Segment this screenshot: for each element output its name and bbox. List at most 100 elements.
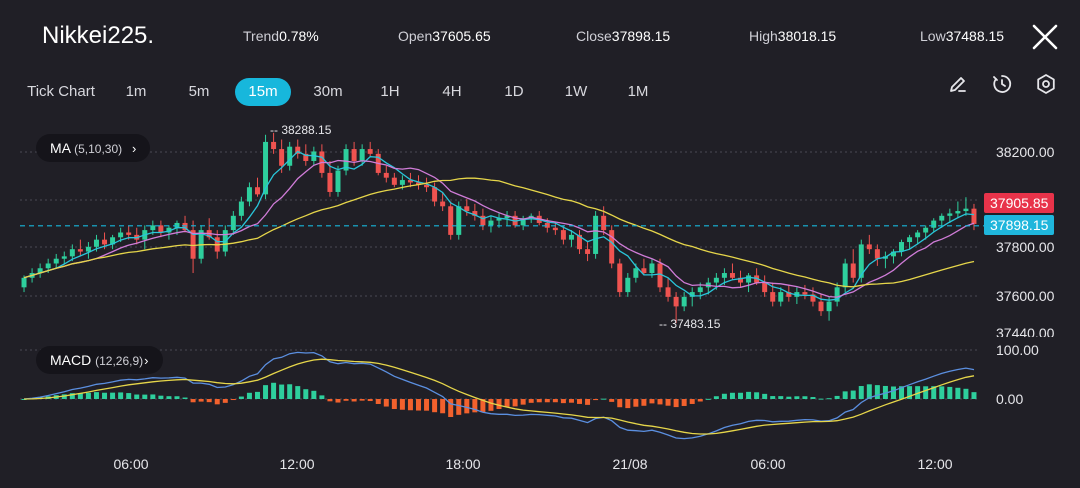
candle-body [729,273,735,278]
macd-histogram-bar [102,392,108,399]
candle-body [939,215,945,221]
ma-5-line [23,150,975,301]
price-level-37600: 37600.00 [996,288,1055,304]
candle-body [472,211,478,216]
macd-line [23,351,975,440]
clock-icon [993,75,1012,93]
candle-body [593,215,599,254]
tab-tick-chart[interactable]: Tick Chart [27,83,95,100]
macd-histogram-bar [568,399,574,403]
macd-histogram-bar [866,384,872,399]
tab-4h[interactable]: 4H [442,83,462,100]
candle-body [118,232,124,238]
macd-indicator-button[interactable]: MACD (12,26,9)› [36,346,163,374]
macd-histogram-bar [754,392,760,399]
macd-histogram-bar [263,385,269,399]
macd-histogram-bar [359,399,365,401]
candle-body [504,215,510,219]
signal-line [23,358,975,435]
ma-indicator-button[interactable]: MA (5,10,30) › [36,134,151,162]
macd-histogram-bar [238,396,244,399]
time-label-0600-b: 06:00 [750,456,786,472]
macd-histogram-bar [472,399,478,413]
close-button[interactable] [1030,22,1060,52]
macd-histogram-bar [440,399,446,414]
macd-histogram-bar [770,396,776,399]
macd-histogram-bar [762,393,768,399]
close-stat: Close37898.15 [576,28,670,44]
candle-body [907,237,913,243]
candle-body [689,292,695,297]
macd-histogram-bar [456,399,462,415]
macd-histogram-bar [899,386,905,399]
candle-body [279,149,285,166]
candle-body [407,180,413,183]
draw-tool-button[interactable] [946,72,970,96]
chevron-right-icon: › [132,141,137,156]
tab-1h[interactable]: 1H [380,83,400,100]
macd-histogram-bar [939,386,945,399]
time-label-date: 21/08 [612,456,648,472]
candle-body [544,222,550,228]
candle-body [254,187,260,195]
candle-body [915,232,921,238]
candle-body [383,172,389,178]
macd-histogram-bar [190,399,196,403]
macd-histogram-bar [729,392,735,399]
candle-body [69,249,75,257]
macd-histogram-bar [198,399,204,402]
macd-histogram-bar [601,398,607,400]
candle-body [673,296,679,307]
candle-body [568,234,574,240]
macd-histogram-bar [585,399,591,405]
close-icon [1032,24,1058,50]
ma-30-line [23,177,975,288]
candle-body [351,149,357,161]
price-level-37440: 37440.00 [996,325,1055,337]
macd-histogram-bar [528,399,534,403]
tab-5m[interactable]: 5m [188,83,210,100]
macd-histogram-bar [657,399,663,405]
candle-body [609,230,615,264]
settings-button[interactable] [1034,72,1058,96]
macd-histogram-bar [504,399,510,407]
candle-body [166,227,172,233]
tab-1d[interactable]: 1D [504,83,524,100]
macd-histogram-bar [351,399,357,402]
candle-body [416,182,421,185]
tab-30m[interactable]: 30m [313,83,343,100]
macd-histogram-bar [786,396,792,399]
candle-body [681,296,687,307]
macd-histogram-bar [206,399,212,403]
candle-body [158,225,164,233]
tab-15m[interactable]: 15m [235,78,291,106]
timeframe-bar: Tick Chart 1m 5m 15m 30m 1H 4H 1D 1W 1M [0,78,900,108]
macd-histogram-bar [61,394,67,399]
tab-1mo[interactable]: 1M [627,83,649,100]
candle-body [560,230,566,240]
candle-body [786,292,792,297]
macd-histogram-bar [399,399,405,410]
candle-body [359,149,365,161]
macd-histogram-bar [778,396,784,399]
trend-label: Trend [243,28,280,44]
macd-histogram-bar [681,399,687,406]
price-level-37800: 37800.00 [996,239,1055,255]
candle-body [303,153,309,161]
macd-histogram-bar [915,386,921,399]
candle-body [834,287,840,302]
macd-histogram-bar [834,395,840,399]
macd-histogram-bar [536,399,542,403]
tab-1m[interactable]: 1m [125,83,147,100]
timer-button[interactable] [990,72,1014,96]
macd-histogram-bar [319,395,325,399]
high-stat: High38018.15 [749,28,836,44]
macd-histogram-bar [842,391,848,399]
candle-body [85,246,91,252]
candle-body [496,218,502,221]
macd-histogram-bar [890,386,896,399]
candle-body [263,141,269,195]
candles-group [21,132,977,324]
tab-1w[interactable]: 1W [564,83,588,100]
